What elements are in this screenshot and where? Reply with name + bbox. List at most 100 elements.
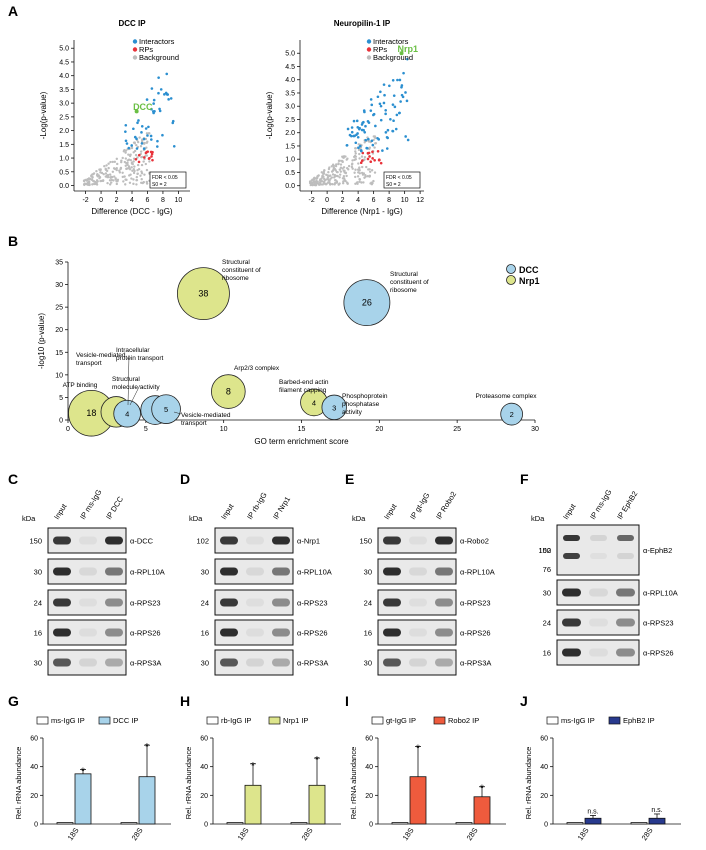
panel-letter-i: I (345, 693, 349, 709)
background-point (338, 173, 342, 176)
background-point (140, 163, 144, 167)
blot-band (563, 553, 580, 559)
y-tick-label: 20 (365, 793, 373, 800)
background-point (115, 166, 118, 170)
lane-label: IP DCC (104, 494, 125, 521)
rp-point (366, 157, 370, 161)
y-tick-label: 40 (30, 764, 38, 771)
background-point (106, 175, 109, 179)
background-point (354, 152, 357, 155)
y-tick-label: 20 (30, 793, 38, 800)
interactor-point (366, 119, 370, 123)
background-point (358, 169, 361, 172)
blot-band (220, 567, 238, 576)
kda-marker: 24 (364, 599, 372, 608)
x-tick-label: -2 (82, 197, 88, 204)
x-tick-label: 0 (66, 426, 70, 433)
kda-marker: 150 (538, 546, 551, 555)
interactor-point (386, 128, 390, 132)
kda-header: kDa (352, 514, 366, 523)
background-point (330, 165, 333, 168)
interactor-point (379, 118, 383, 122)
background-point (360, 181, 363, 184)
kda-marker: 16 (34, 629, 42, 638)
bubble-label: Structural molecule activity (112, 376, 160, 391)
background-point (337, 162, 340, 165)
rp-point (134, 158, 138, 161)
interactor-point (402, 71, 405, 75)
background-point (119, 167, 122, 171)
background-point (132, 182, 135, 186)
background-point (337, 183, 340, 186)
blot-band (53, 658, 71, 667)
blot-band (435, 658, 453, 667)
background-point (329, 174, 332, 177)
bar-ip (74, 773, 92, 825)
blot-band (53, 536, 71, 545)
legend-swatch (36, 716, 49, 725)
background-point (339, 170, 343, 173)
interactor-point (383, 93, 386, 97)
background-point (327, 170, 330, 174)
y-tick-label: 40 (365, 764, 373, 771)
x-axis-label: Difference (DCC - IgG) (91, 207, 173, 216)
x-category-label: 28S (465, 826, 480, 842)
background-point (100, 171, 104, 175)
legend-swatch (608, 716, 621, 725)
bar-chart-h: 0 20 40 60 Rel. rRNA abundance * 18S * 28S rb-IgG… (184, 716, 341, 842)
blot-band (616, 588, 635, 597)
y-tick-label: 20 (540, 793, 548, 800)
blot-band (79, 598, 97, 607)
background-point (128, 181, 132, 184)
x-category-label: 18S (576, 826, 591, 842)
background-point (328, 183, 332, 186)
bar-ip (473, 796, 491, 825)
interactor-point (132, 127, 135, 131)
bubble-label: Proteasome complex (475, 393, 537, 400)
blot-target-label: α-RPS26 (130, 629, 161, 638)
background-point (140, 150, 143, 153)
interactor-point (140, 124, 144, 128)
rp-point (151, 150, 154, 154)
kda-marker: 76 (543, 565, 551, 574)
fdr-s0: S0 = 2 (386, 182, 401, 188)
background-point (142, 160, 145, 163)
blot-band (220, 598, 238, 607)
background-point (145, 154, 149, 157)
blot-band (589, 588, 608, 597)
background-point (361, 173, 365, 176)
bubble-label: ATP binding (63, 382, 98, 389)
blot-target-label: α-RPS23 (643, 619, 674, 628)
background-point (115, 182, 119, 186)
bubble-label-line: Phosphoprotein (342, 393, 388, 400)
panel-letter-h: H (180, 693, 190, 709)
blot-band (272, 567, 290, 576)
bait-point (134, 109, 139, 114)
background-point (110, 181, 113, 184)
bubble-nrp1 (211, 374, 246, 409)
background-point (92, 172, 96, 175)
panel-letter-c: C (8, 471, 18, 487)
background-point (136, 156, 139, 159)
y-tick-label: 5 (59, 395, 63, 402)
background-point (111, 160, 114, 164)
background-point (99, 168, 102, 171)
legend-entry: DCC (519, 265, 539, 275)
background-point (367, 168, 370, 171)
interactor-point (169, 97, 173, 100)
y-tick-label: 15 (55, 350, 63, 357)
fdr-threshold: FDR < 0.05 (386, 175, 412, 181)
bar-chart-j: 0 20 40 60 Rel. rRNA abundance n.s. 18S n.s. 28S… (524, 716, 681, 842)
interactor-point (146, 134, 149, 137)
background-point (91, 183, 94, 186)
blot-target-label: α-RPS3A (130, 659, 161, 668)
background-point (345, 166, 349, 170)
background-point (145, 132, 149, 135)
background-point (322, 175, 325, 178)
background-point (366, 175, 370, 178)
interactor-point (142, 137, 146, 141)
interactor-point (362, 128, 365, 132)
interactor-point (153, 109, 156, 113)
background-point (364, 173, 367, 177)
bubble-count: 38 (198, 289, 208, 299)
